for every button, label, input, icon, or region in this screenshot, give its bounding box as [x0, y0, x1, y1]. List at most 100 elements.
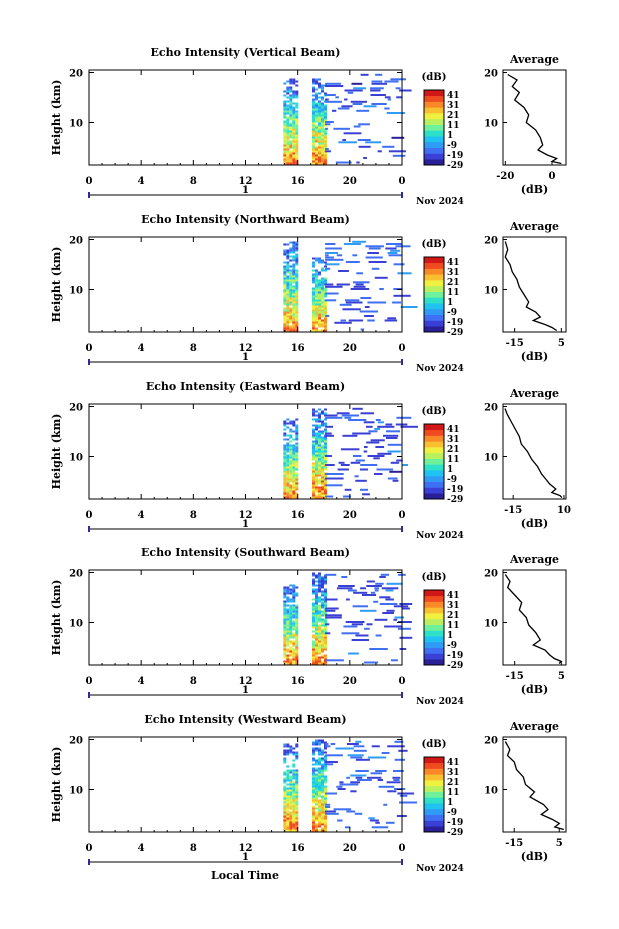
echo-cell	[286, 648, 290, 651]
echo-cell	[295, 438, 299, 441]
echo-cell	[362, 594, 377, 596]
echo-cell	[289, 134, 293, 137]
echo-cell	[341, 414, 359, 417]
colorbar-tick-label: -19	[447, 151, 463, 161]
echo-cell	[312, 777, 315, 780]
colorbar-swatch	[424, 262, 444, 269]
echo-cell	[324, 580, 327, 583]
echo-cell	[289, 789, 293, 792]
echo-cell	[400, 425, 418, 428]
echo-cell	[315, 576, 318, 579]
echo-cell	[325, 806, 331, 808]
echo-cell	[286, 620, 290, 623]
echo-cell	[289, 624, 293, 627]
echo-cell	[363, 450, 368, 453]
echo-cell	[321, 446, 324, 449]
echo-cell	[292, 608, 296, 611]
echo-cell	[289, 783, 293, 786]
colorbar-swatch	[424, 797, 444, 804]
echo-cell	[289, 823, 293, 826]
echo-cell	[315, 773, 318, 776]
echo-cell	[312, 146, 315, 149]
echo-cell	[318, 100, 321, 103]
echo-cell	[289, 321, 293, 324]
echo-cell	[283, 476, 287, 479]
echo-cell	[321, 303, 324, 306]
echo-cell	[289, 422, 293, 425]
echo-cell	[289, 132, 293, 135]
echo-cell	[364, 627, 370, 630]
echo-cell	[312, 436, 315, 439]
echo-cell	[295, 162, 299, 165]
y-tick-label: 20	[69, 569, 83, 580]
echo-cell	[394, 616, 405, 619]
echo-cell	[342, 434, 358, 437]
echo-cell	[289, 598, 293, 601]
echo-cell	[377, 779, 383, 781]
echo-cell	[394, 740, 404, 743]
echo-cell	[318, 642, 321, 645]
echo-cell	[324, 323, 327, 326]
echo-cell	[334, 321, 352, 324]
echo-cell	[386, 243, 403, 245]
echo-cell	[283, 486, 287, 489]
echo-cell	[357, 779, 372, 781]
echo-cell	[375, 770, 387, 772]
echo-cell	[321, 142, 324, 145]
echo-cell	[318, 158, 321, 161]
echo-cell	[286, 482, 290, 485]
echo-cell	[286, 825, 290, 828]
colorbar-tick-label: 21	[447, 778, 460, 788]
echo-cell	[312, 588, 315, 591]
echo-cell	[325, 150, 331, 153]
echo-cell	[339, 781, 344, 784]
echo-cell	[321, 112, 324, 115]
echo-cell	[370, 439, 385, 442]
echo-cell	[321, 606, 324, 609]
echo-cell	[315, 793, 318, 796]
echo-cell	[318, 140, 321, 143]
echo-cell	[289, 329, 293, 332]
x-tick-label: 20	[343, 176, 357, 187]
echo-cell	[321, 315, 324, 318]
echo-cell	[312, 90, 315, 93]
echo-cell	[286, 317, 290, 320]
echo-cell	[315, 440, 318, 443]
colorbar-tick-label: -19	[447, 318, 463, 328]
echo-cell	[315, 162, 318, 165]
echo-cell	[315, 297, 318, 300]
echo-cell	[289, 80, 293, 83]
echo-cell	[324, 815, 327, 818]
echo-cell	[312, 86, 315, 89]
echo-cell	[325, 283, 334, 286]
echo-cell	[286, 269, 290, 272]
echo-cell	[295, 634, 299, 637]
echo-cell	[292, 110, 296, 113]
echo-cell	[312, 809, 315, 812]
echo-cell	[393, 263, 405, 266]
echo-cell	[283, 307, 287, 310]
echo-cell	[318, 572, 321, 575]
echo-cell	[286, 795, 290, 798]
echo-cell	[324, 313, 327, 316]
echo-cell	[324, 741, 327, 744]
echo-cell	[289, 98, 293, 101]
echo-cell	[373, 600, 379, 603]
echo-cell	[347, 743, 359, 745]
echo-cell	[283, 269, 287, 272]
echo-cell	[325, 247, 342, 250]
echo-cell	[321, 120, 324, 123]
echo-cell	[283, 122, 287, 125]
echo-cell	[292, 112, 296, 115]
echo-cell	[289, 745, 293, 748]
echo-cell	[292, 586, 296, 589]
echo-cell	[292, 277, 296, 280]
echo-cell	[318, 470, 321, 473]
echo-cell	[283, 490, 287, 493]
echo-cell	[324, 279, 327, 282]
echo-cell	[312, 572, 315, 575]
echo-cell	[283, 817, 287, 820]
echo-cell	[312, 414, 315, 417]
echo-cell	[286, 458, 290, 461]
echo-cell	[315, 160, 318, 163]
